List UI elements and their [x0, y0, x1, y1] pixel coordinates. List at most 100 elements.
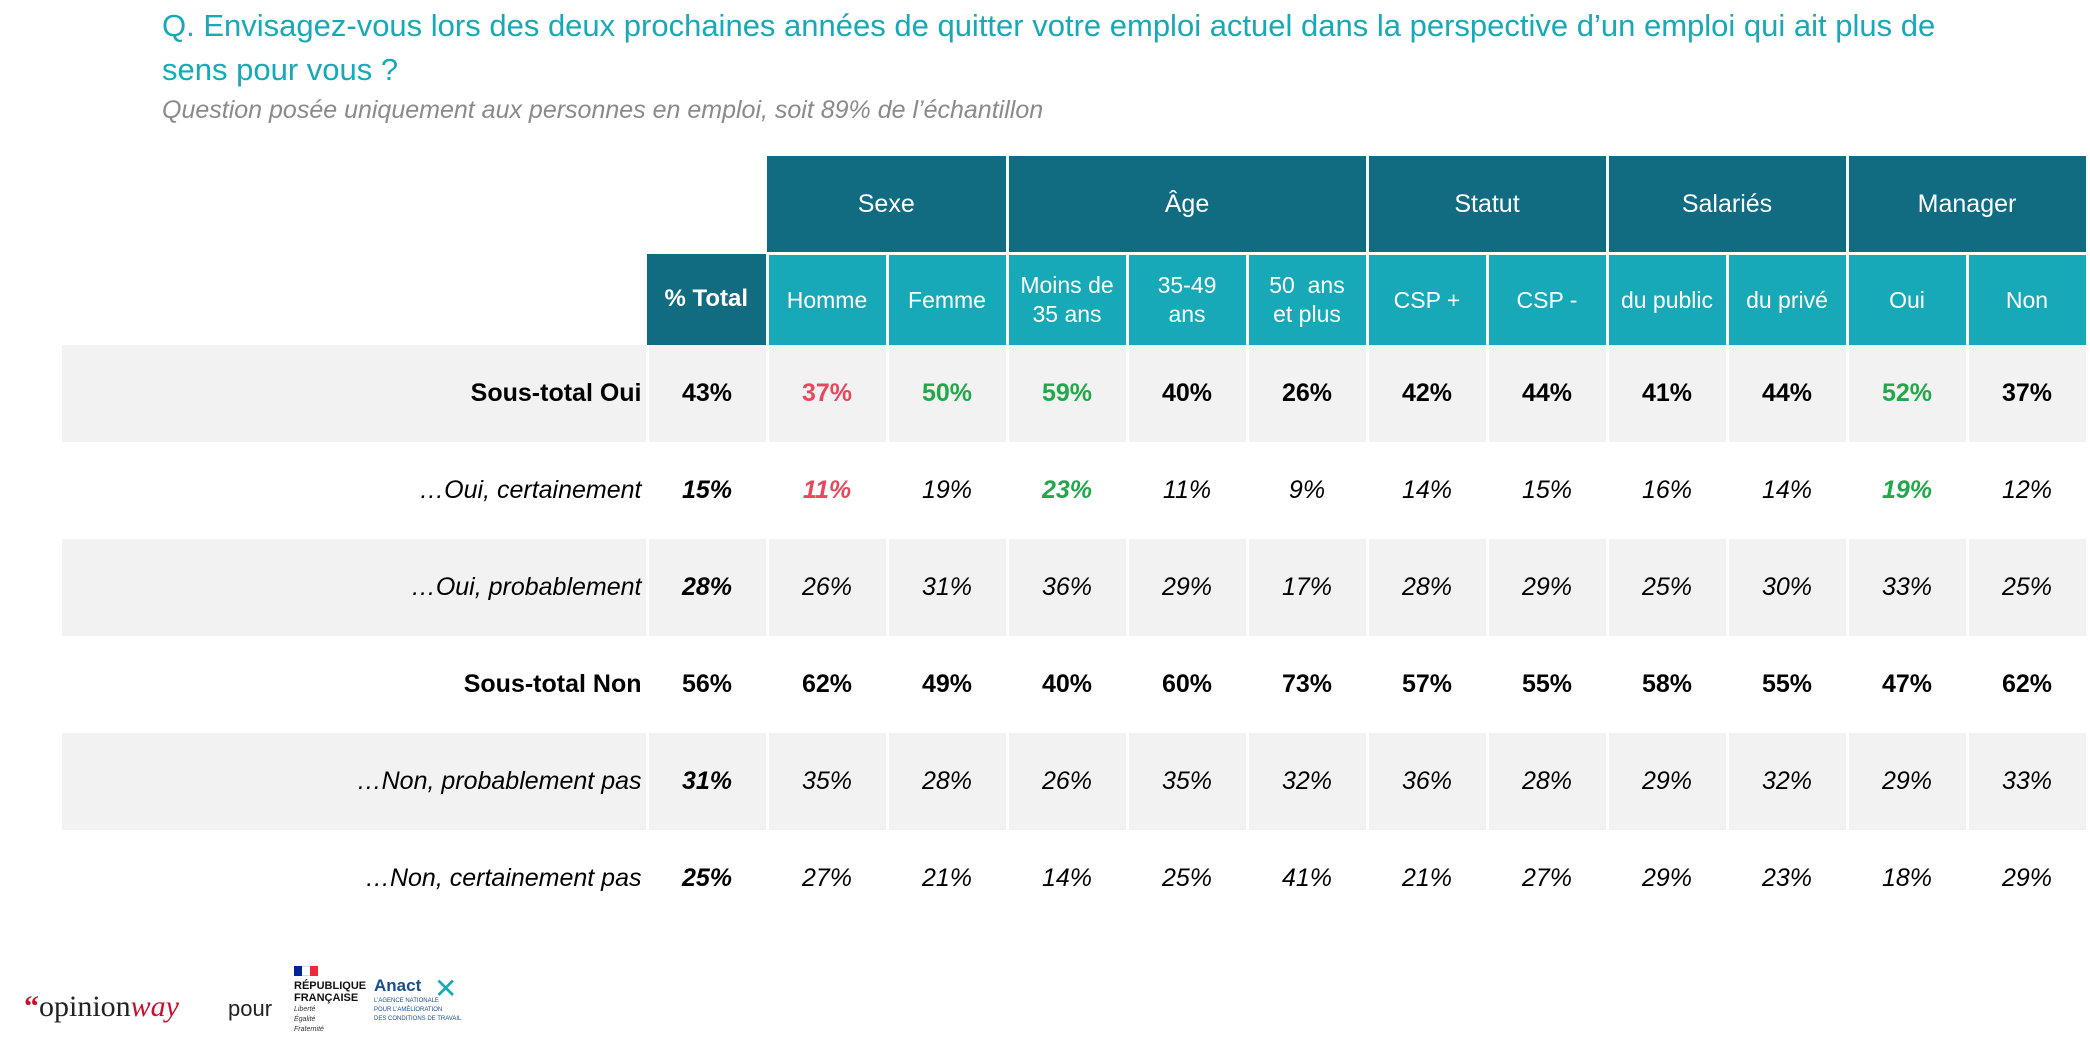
- rf-motto2: Égalité: [294, 1016, 316, 1023]
- cell-value: 19%: [1847, 442, 1969, 539]
- column-header-femme: Femme: [887, 253, 1009, 345]
- cell-value: 62%: [767, 636, 889, 733]
- cell-value: 25%: [1607, 539, 1729, 636]
- row-label: Sous-total Non: [62, 636, 649, 733]
- cell-value: 50%: [887, 345, 1009, 442]
- cell-value: 29%: [1967, 830, 2089, 927]
- cell-value: 26%: [1007, 733, 1129, 830]
- column-header-moins-35: Moins de 35 ans: [1007, 253, 1129, 345]
- cell-value: 21%: [1367, 830, 1489, 927]
- cell-value: 40%: [1127, 345, 1249, 442]
- cell-value: 14%: [1007, 830, 1129, 927]
- cell-value: 19%: [887, 442, 1009, 539]
- cell-value: 11%: [1127, 442, 1249, 539]
- group-header-statut: Statut: [1367, 156, 1609, 255]
- page-subtitle: Question posée uniquement aux personnes …: [162, 96, 1044, 124]
- column-header-prive: du privé: [1727, 253, 1849, 345]
- column-header-50-plus: 50 ans et plus: [1247, 253, 1369, 345]
- opinionway-logo: “opinionway: [24, 990, 179, 1024]
- page-title: Q. Envisagez-vous lors des deux prochain…: [162, 8, 1936, 87]
- cell-value: 16%: [1607, 442, 1729, 539]
- anact-logo: Anact ✕ L’AGENCE NATIONALE POUR L’AMÉLIO…: [374, 973, 474, 1030]
- anact-sub3: DES CONDITIONS DE TRAVAIL: [374, 1016, 462, 1022]
- cell-value: 52%: [1847, 345, 1969, 442]
- cell-value: 17%: [1247, 539, 1369, 636]
- row-label: …Oui, probablement: [62, 539, 649, 636]
- cell-value: 62%: [1967, 636, 2089, 733]
- cell-value: 33%: [1847, 539, 1969, 636]
- column-header-50-plus-line2: et plus: [1273, 301, 1341, 327]
- cell-value: 30%: [1727, 539, 1849, 636]
- column-header-manager-non: Non: [1967, 253, 2089, 345]
- rf-motto3: Fraternité: [294, 1026, 324, 1033]
- cell-value: 60%: [1127, 636, 1249, 733]
- column-header-35-49: 35-49 ans: [1127, 253, 1249, 345]
- results-table: Sexe Âge Statut Salariés Manager % Total…: [62, 156, 2089, 927]
- cell-value: 25%: [1967, 539, 2089, 636]
- french-flag-icon: [294, 966, 318, 976]
- cell-value: 21%: [887, 830, 1009, 927]
- group-header-manager: Manager: [1847, 156, 2089, 255]
- cell-value: 44%: [1727, 345, 1849, 442]
- cell-value: 37%: [1967, 345, 2089, 442]
- cell-value: 36%: [1007, 539, 1129, 636]
- cell-total: 15%: [647, 442, 769, 539]
- opinionway-quote-mark: “: [24, 990, 39, 1023]
- table-row-oui-certainement: …Oui, certainement 15% 11% 19% 23% 11% 9…: [62, 442, 2089, 539]
- cell-value: 32%: [1727, 733, 1849, 830]
- cell-value: 25%: [1127, 830, 1249, 927]
- column-header-homme: Homme: [767, 253, 889, 345]
- cell-value: 44%: [1487, 345, 1609, 442]
- cell-total: 43%: [647, 345, 769, 442]
- cell-value: 35%: [1127, 733, 1249, 830]
- column-header-35-49-line1: 35-49: [1157, 272, 1217, 298]
- group-header-age: Âge: [1007, 156, 1369, 255]
- cell-value: 49%: [887, 636, 1009, 733]
- rf-line2: FRANÇAISE: [294, 992, 359, 1004]
- cell-value: 58%: [1607, 636, 1729, 733]
- cell-value: 28%: [887, 733, 1009, 830]
- cell-value: 26%: [1247, 345, 1369, 442]
- label-header-spacer: [62, 254, 647, 346]
- row-label: Sous-total Oui: [62, 345, 649, 442]
- cell-value: 41%: [1247, 830, 1369, 927]
- cell-value: 55%: [1727, 636, 1849, 733]
- anact-x-icon: ✕: [434, 973, 458, 1004]
- header-spacer: [62, 156, 767, 254]
- row-label: …Non, probablement pas: [62, 733, 649, 830]
- cell-value: 28%: [1487, 733, 1609, 830]
- column-header-total: % Total: [647, 253, 769, 345]
- column-header-row: % Total Homme Femme Moins de 35 ans 35-49…: [62, 253, 2089, 346]
- cell-value: 42%: [1367, 345, 1489, 442]
- group-header-row: Sexe Âge Statut Salariés Manager: [62, 156, 2089, 255]
- anact-name: Anact: [374, 976, 422, 995]
- opinionway-text: opinion: [39, 990, 131, 1023]
- rf-motto1: Liberté: [294, 1006, 316, 1013]
- cell-value: 33%: [1967, 733, 2089, 830]
- cell-value: 29%: [1487, 539, 1609, 636]
- table-row-non-probablement-pas: …Non, probablement pas 31% 35% 28% 26% 3…: [62, 733, 2089, 830]
- row-label: …Oui, certainement: [62, 442, 649, 539]
- cell-value: 14%: [1727, 442, 1849, 539]
- cell-total: 25%: [647, 830, 769, 927]
- column-header-public: du public: [1607, 253, 1729, 345]
- cell-total: 56%: [647, 636, 769, 733]
- cell-value: 28%: [1367, 539, 1489, 636]
- cell-value: 37%: [767, 345, 889, 442]
- cell-value: 32%: [1247, 733, 1369, 830]
- cell-value: 57%: [1367, 636, 1489, 733]
- cell-value: 29%: [1127, 539, 1249, 636]
- cell-value: 15%: [1487, 442, 1609, 539]
- cell-total: 31%: [647, 733, 769, 830]
- group-header-sexe: Sexe: [767, 156, 1009, 255]
- cell-value: 12%: [1967, 442, 2089, 539]
- cell-value: 31%: [887, 539, 1009, 636]
- table-row-non-certainement-pas: …Non, certainement pas 25% 27% 21% 14% 2…: [62, 830, 2089, 927]
- cell-value: 9%: [1247, 442, 1369, 539]
- anact-sub2: POUR L’AMÉLIORATION: [374, 1007, 443, 1013]
- column-header-50-plus-line1: 50 ans: [1269, 272, 1345, 298]
- anact-sub1: L’AGENCE NATIONALE: [374, 998, 439, 1004]
- cell-value: 41%: [1607, 345, 1729, 442]
- cell-value: 11%: [767, 442, 889, 539]
- republique-francaise-logo: RÉPUBLIQUE FRANÇAISE Liberté Égalité Fra…: [294, 966, 384, 1033]
